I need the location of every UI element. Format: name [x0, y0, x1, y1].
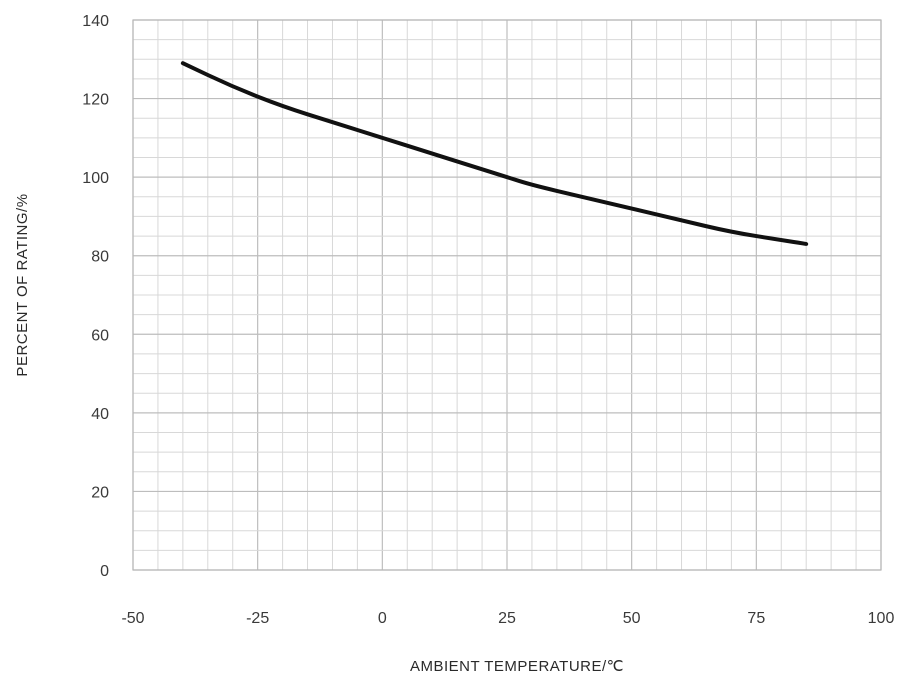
x-tick-label: -50: [121, 610, 144, 627]
y-tick-label: 20: [91, 484, 109, 501]
x-tick-label: 75: [747, 610, 765, 627]
plot-frame: [132, 19, 882, 571]
y-tick-label: 60: [91, 327, 109, 344]
y-axis-title: PERCENT OF RATING/%: [14, 193, 31, 376]
x-tick-label: 0: [378, 610, 387, 627]
series-line: [180, 61, 809, 246]
y-axis-ticks: 0 20 40 60 80 100 120 140: [82, 13, 109, 580]
x-tick-label: 100: [868, 610, 895, 627]
y-tick-label: 0: [100, 563, 109, 580]
x-axis-ticks: -50 -25 0 25 50 75 100: [121, 610, 894, 627]
x-tick-label: 50: [623, 610, 641, 627]
y-tick-label: 100: [82, 170, 109, 187]
y-tick-label: 120: [82, 92, 109, 109]
x-axis-title: AMBIENT TEMPERATURE/℃: [410, 658, 624, 675]
y-tick-label: 80: [91, 249, 109, 266]
grid: [132, 19, 882, 571]
x-tick-label: 25: [498, 610, 516, 627]
y-tick-label: 40: [91, 406, 109, 423]
x-tick-label: -25: [246, 610, 269, 627]
y-tick-label: 140: [82, 13, 109, 30]
